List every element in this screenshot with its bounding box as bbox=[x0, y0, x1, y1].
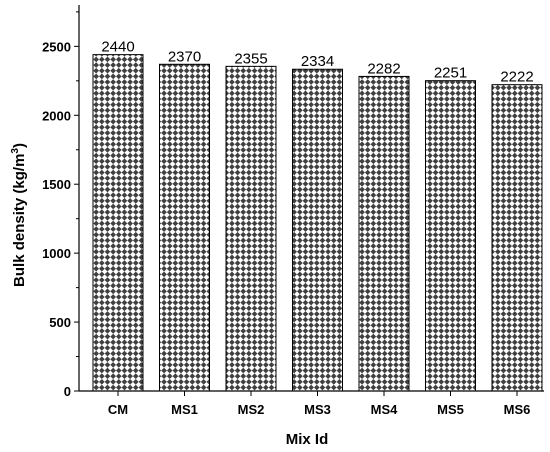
bars-layer: 2440 CM 2370 MS1 2355 MS2 2334 MS3 2282 MS4 2251 MS… bbox=[92, 39, 543, 417]
y-axis-title: Bulk density (kg/m3) bbox=[10, 143, 28, 287]
bar-ms5 bbox=[425, 80, 476, 392]
y-axis-title-main: Bulk density (kg/m bbox=[11, 154, 28, 287]
bar-ms6 bbox=[491, 84, 543, 392]
value-label-ms3: 2334 bbox=[301, 53, 334, 70]
x-axis-title: Mix Id bbox=[286, 431, 329, 448]
bar-cm bbox=[92, 54, 144, 392]
value-label-ms2: 2355 bbox=[234, 50, 267, 67]
x-tick-label-ms4: MS4 bbox=[371, 402, 399, 417]
axes-layer: 0 500 1000 1500 2000 2500 bbox=[42, 5, 544, 399]
y-axis-title-end: ) bbox=[11, 143, 28, 148]
svg-text:Bulk density (kg/m3): Bulk density (kg/m3) bbox=[10, 143, 28, 287]
y-tick-label-2000: 2000 bbox=[42, 108, 71, 123]
x-tick-label-ms2: MS2 bbox=[238, 402, 265, 417]
y-tick-label-0: 0 bbox=[64, 384, 71, 399]
x-tick-label-ms6: MS6 bbox=[504, 402, 531, 417]
value-label-cm: 2440 bbox=[101, 39, 134, 56]
y-tick-label-2500: 2500 bbox=[42, 39, 71, 54]
y-tick-label-500: 500 bbox=[49, 315, 71, 330]
bar-ms3 bbox=[292, 68, 343, 392]
y-axis-title-sup: 3 bbox=[10, 148, 21, 154]
x-tick-label-ms1: MS1 bbox=[171, 402, 198, 417]
value-label-ms5: 2251 bbox=[434, 65, 467, 82]
x-tick-label-cm: CM bbox=[108, 402, 128, 417]
y-tick-label-1000: 1000 bbox=[42, 246, 71, 261]
y-tick-label-1500: 1500 bbox=[42, 177, 71, 192]
value-label-ms6: 2222 bbox=[500, 69, 533, 86]
bar-ms1 bbox=[159, 63, 210, 392]
value-label-ms4: 2282 bbox=[367, 60, 400, 77]
x-tick-label-ms5: MS5 bbox=[437, 402, 464, 417]
x-tick-label-ms3: MS3 bbox=[304, 402, 331, 417]
value-label-ms1: 2370 bbox=[168, 48, 201, 65]
bar-ms2 bbox=[225, 65, 277, 392]
bar-ms4 bbox=[358, 75, 410, 392]
